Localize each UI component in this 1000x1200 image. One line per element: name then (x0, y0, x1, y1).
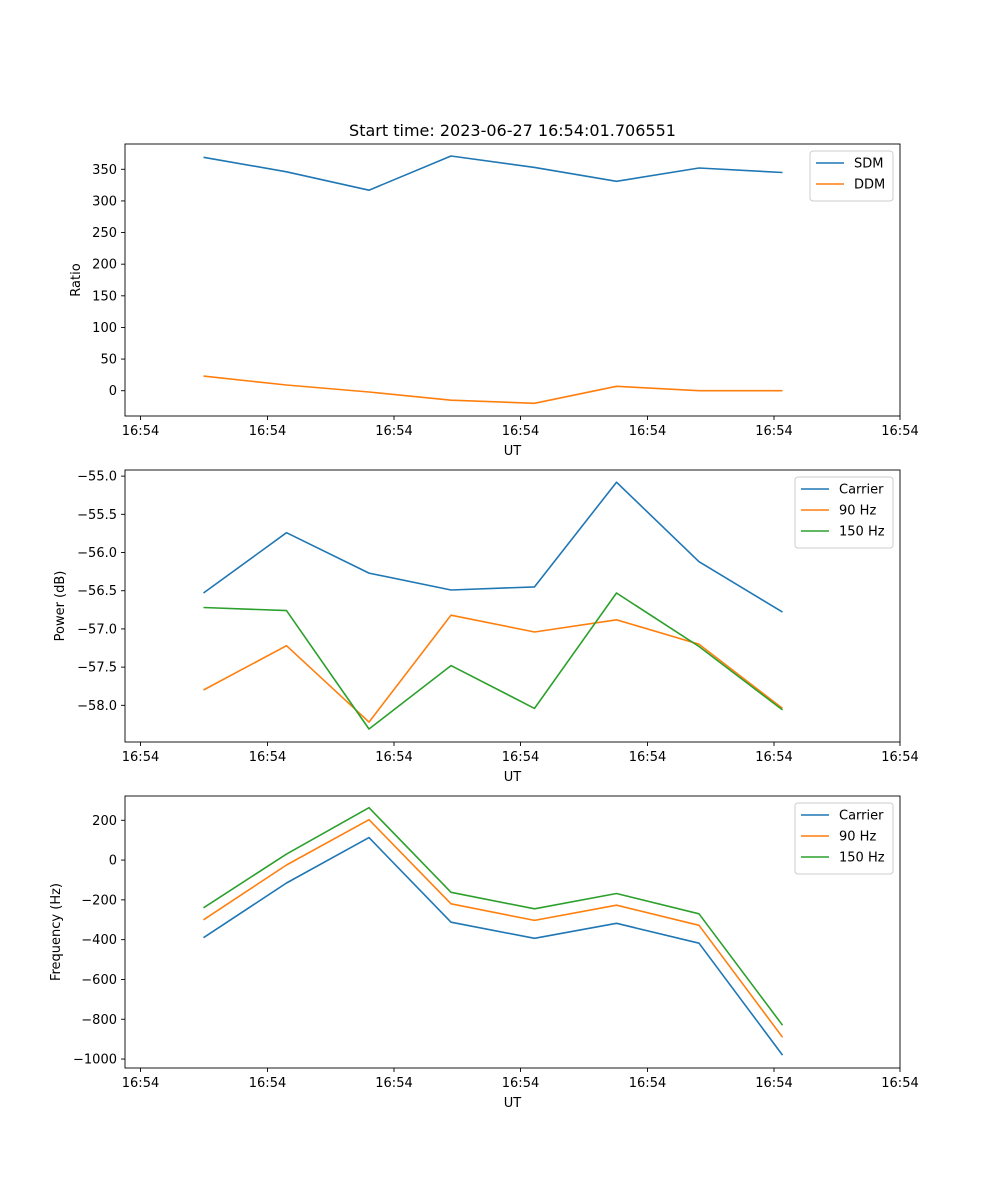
legend-entry: 150 Hz (839, 851, 885, 866)
legend-entry: SDM (854, 157, 883, 172)
legend-entry: Carrier (839, 809, 884, 824)
legend: SDM DDM (809, 150, 894, 202)
axes-frame (124, 795, 901, 1069)
x-tick-label: 16:54 (755, 1076, 792, 1091)
y-tick-label: −56.0 (77, 546, 117, 561)
legend-entry: Carrier (839, 483, 884, 498)
ratio-panel: 16:54 16:54 16:54 16:54 16:54 16:54 16:54 0 50 10… (69, 143, 919, 459)
y-tick-label: 0 (109, 384, 117, 399)
legend: Carrier 90 Hz 150 Hz (794, 802, 894, 875)
x-tick-label: 16:54 (881, 750, 918, 765)
legend-entry: 150 Hz (839, 525, 885, 540)
power-panel: 16:54 16:54 16:54 16:54 16:54 16:54 16:54 −58.0… (53, 469, 919, 785)
y-tick-label: 100 (92, 321, 117, 336)
x-tick-label: 16:54 (881, 1076, 918, 1091)
legend-entry: 90 Hz (839, 504, 876, 519)
y-axis-label: Power (dB) (53, 571, 68, 642)
y-tick-label: −800 (81, 1013, 117, 1028)
x-tick-label: 16:54 (122, 750, 159, 765)
x-axis-label: UT (504, 1096, 522, 1111)
series-line-90-hz (203, 818, 784, 1038)
series-line-sdm (203, 155, 783, 191)
y-tick-label: 200 (92, 258, 117, 273)
x-tick-label: 16:54 (755, 750, 792, 765)
y-tick-label: −58.0 (77, 699, 117, 714)
frequency-panel: 16:54 16:54 16:54 16:54 16:54 16:54 16:54 −1000… (49, 795, 919, 1111)
x-axis-label: UT (504, 770, 522, 785)
x-tick-label: 16:54 (881, 424, 918, 439)
x-tick-label: 16:54 (375, 750, 412, 765)
y-tick-label: −56.5 (77, 584, 117, 599)
legend-entry: DDM (854, 178, 885, 193)
x-tick-label: 16:54 (249, 1076, 286, 1091)
x-tick-label: 16:54 (122, 1076, 159, 1091)
y-tick-label: 300 (92, 194, 117, 209)
x-tick-label: 16:54 (502, 750, 539, 765)
series-line-150-hz (203, 592, 783, 730)
x-tick-label: 16:54 (629, 750, 666, 765)
x-tick-label: 16:54 (755, 424, 792, 439)
chart-title: Start time: 2023-06-27 16:54:01.706551 (349, 121, 676, 140)
y-tick-label: −55.5 (77, 508, 117, 523)
y-axis-label: Frequency (Hz) (49, 883, 64, 981)
y-tick-label: −55.0 (77, 470, 117, 485)
y-tick-label: −400 (81, 933, 117, 948)
y-tick-label: 50 (100, 353, 117, 368)
x-tick-label: 16:54 (629, 424, 666, 439)
y-tick-label: −1000 (73, 1053, 117, 1068)
axes-frame (124, 469, 901, 743)
y-tick-label: 200 (92, 814, 117, 829)
y-tick-label: 350 (92, 163, 117, 178)
x-tick-label: 16:54 (249, 424, 286, 439)
x-axis-label: UT (504, 444, 522, 459)
series-line-ddm (203, 375, 783, 405)
x-tick-label: 16:54 (249, 750, 286, 765)
y-tick-label: 0 (109, 854, 117, 869)
x-tick-label: 16:54 (375, 424, 412, 439)
y-tick-label: −200 (81, 893, 117, 908)
legend: Carrier 90 Hz 150 Hz (794, 476, 894, 549)
y-tick-label: −600 (81, 973, 117, 988)
series-line-carrier (203, 836, 784, 1056)
y-tick-label: 250 (92, 226, 117, 241)
series-line-150-hz (203, 806, 784, 1026)
y-axis-label: Ratio (69, 263, 84, 296)
legend-entry: 90 Hz (839, 830, 876, 845)
axes-frame (124, 143, 901, 417)
series-line-90-hz (203, 614, 783, 723)
x-tick-label: 16:54 (122, 424, 159, 439)
y-tick-label: −57.5 (77, 661, 117, 676)
y-tick-label: 150 (92, 289, 117, 304)
series-line-carrier (203, 481, 783, 613)
x-tick-label: 16:54 (629, 1076, 666, 1091)
x-tick-label: 16:54 (502, 424, 539, 439)
x-tick-label: 16:54 (502, 1076, 539, 1091)
x-tick-label: 16:54 (375, 1076, 412, 1091)
y-tick-label: −57.0 (77, 622, 117, 637)
